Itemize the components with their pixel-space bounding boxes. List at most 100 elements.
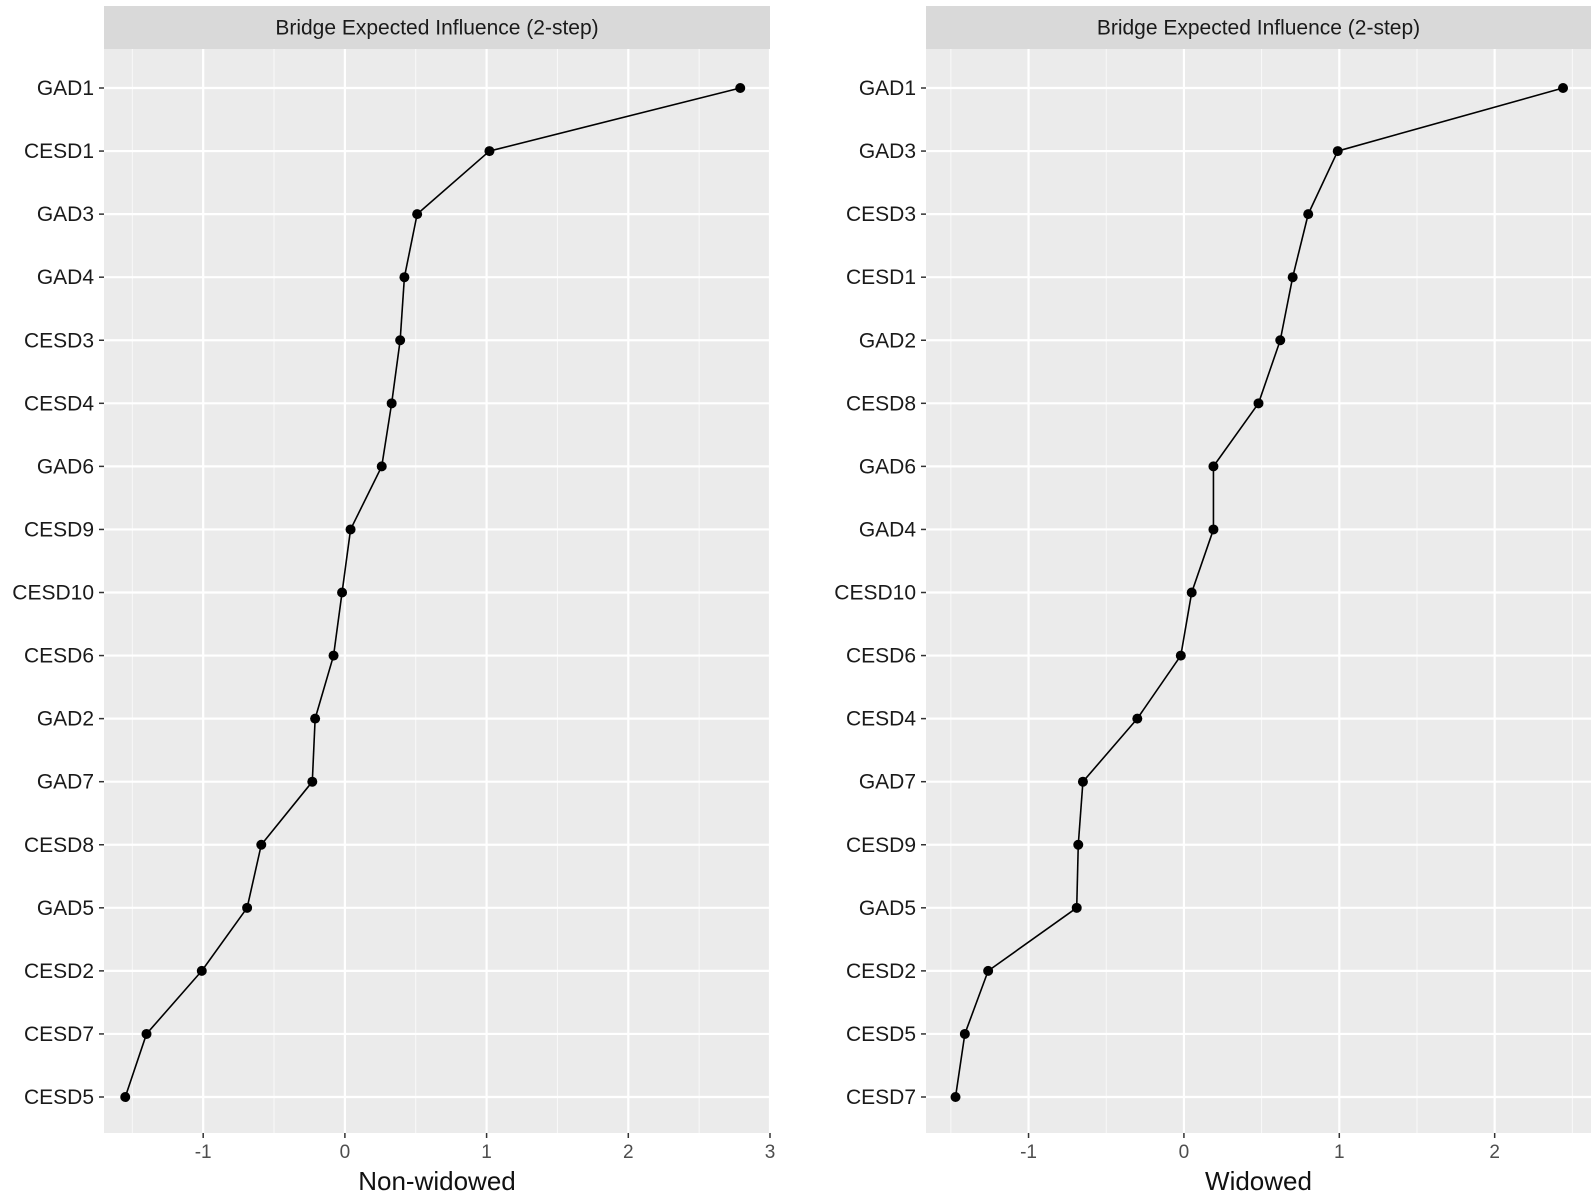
series-segment — [1337, 87, 1564, 152]
y-tick-label: CESD1 — [846, 266, 916, 289]
y-tick-label: GAD3 — [859, 140, 916, 163]
x-tick-label: 1 — [1334, 1142, 1345, 1163]
data-point — [141, 1028, 152, 1039]
series-segment — [403, 213, 418, 278]
series-segment — [124, 1033, 148, 1098]
data-point — [1303, 209, 1314, 220]
panel-title: Bridge Expected Influence (2-step) — [1097, 17, 1420, 40]
x-tick-label: 0 — [340, 1142, 351, 1163]
data-point — [1332, 146, 1343, 157]
y-tick-label: CESD8 — [24, 834, 94, 857]
series-segment — [1077, 781, 1084, 845]
y-axis-ticks: GAD1 CESD1 GAD3 GAD4 CESD3 CESD4 GAD6 CESD9 CESD… — [12, 77, 104, 1109]
series-segment — [1082, 718, 1138, 783]
y-tick-label: CESD4 — [24, 392, 94, 415]
series-segment — [314, 655, 335, 719]
data-point — [484, 146, 495, 157]
y-tick-label: CESD7 — [24, 1023, 94, 1046]
y-tick-label: CESD2 — [846, 960, 916, 983]
y-tick-label: CESD10 — [12, 582, 94, 605]
y-tick-label: CESD4 — [846, 708, 916, 731]
data-point — [950, 1092, 961, 1102]
series-segment — [1291, 213, 1309, 278]
y-axis-ticks: GAD1 GAD3 CESD3 CESD1 GAD2 CESD8 GAD6 GAD4 CESD1… — [834, 77, 926, 1109]
strip-background — [926, 6, 1591, 49]
y-tick-label: GAD6 — [859, 455, 916, 478]
x-tick-label: 0 — [1179, 1142, 1190, 1163]
series-layer — [950, 83, 1569, 1102]
series-segment — [1257, 339, 1282, 404]
x-tick-label: -1 — [1020, 1142, 1037, 1163]
data-point — [1077, 776, 1088, 787]
data-point — [386, 398, 397, 409]
data-point — [983, 965, 994, 976]
series-segment — [380, 403, 393, 467]
y-tick-label: CESD9 — [24, 518, 94, 541]
data-point — [735, 83, 746, 93]
y-tick-label: CESD10 — [834, 582, 916, 605]
y-tick-label: GAD1 — [859, 77, 916, 100]
y-tick-label: CESD6 — [24, 645, 94, 668]
series-layer — [120, 83, 746, 1102]
y-tick-label: CESD2 — [24, 960, 94, 983]
data-point — [1208, 461, 1219, 472]
series-segment — [332, 592, 343, 656]
series-segment — [201, 907, 248, 972]
panel-title: Bridge Expected Influence (2-step) — [275, 17, 598, 40]
data-point — [1253, 398, 1264, 409]
series-segment — [1212, 402, 1260, 467]
data-point — [310, 713, 321, 724]
data-point — [1132, 713, 1143, 724]
series-segment — [145, 970, 203, 1035]
data-point — [412, 209, 423, 220]
series-segment — [349, 466, 383, 530]
series-segment — [311, 718, 316, 782]
data-point — [1071, 902, 1082, 913]
data-point — [1073, 839, 1084, 850]
y-tick-label: GAD5 — [859, 897, 916, 920]
data-point — [1186, 587, 1197, 598]
data-point — [395, 335, 406, 346]
y-tick-label: CESD9 — [846, 834, 916, 857]
y-tick-label: GAD1 — [37, 77, 94, 100]
y-tick-label: CESD1 — [24, 140, 94, 163]
series-segment — [1190, 529, 1215, 593]
series-segment — [399, 277, 406, 341]
data-point — [959, 1028, 970, 1039]
series-segment — [260, 781, 313, 846]
series-segment — [416, 150, 490, 215]
y-tick-label: CESD3 — [24, 329, 94, 352]
data-point — [376, 461, 387, 472]
data-point — [1558, 83, 1569, 93]
y-tick-label: GAD2 — [859, 329, 916, 352]
series-segment — [1075, 844, 1080, 908]
x-axis-ticks: -1 0 1 2 — [1020, 1133, 1500, 1163]
x-tick-label: 2 — [623, 1142, 634, 1163]
data-point — [196, 965, 207, 976]
x-tick-label: 3 — [765, 1142, 776, 1163]
data-point — [345, 524, 356, 535]
y-tick-label: GAD3 — [37, 203, 94, 226]
series-segment — [390, 340, 401, 404]
panel-non-widowed: Bridge Expected Influence (2-step) GAD1 C… — [12, 6, 775, 1196]
data-point — [120, 1092, 131, 1102]
data-point — [256, 839, 267, 850]
series-segment — [246, 844, 263, 908]
y-tick-label: GAD7 — [37, 771, 94, 794]
series-segment — [1279, 277, 1294, 341]
series-segment — [341, 529, 352, 593]
y-tick-label: CESD7 — [846, 1086, 916, 1109]
y-tick-label: CESD5 — [24, 1086, 94, 1109]
data-point — [1275, 335, 1286, 346]
x-tick-label: -1 — [195, 1142, 212, 1163]
series-segment — [1136, 655, 1182, 720]
series-segment — [954, 1033, 966, 1098]
y-tick-label: CESD3 — [846, 203, 916, 226]
y-tick-label: GAD6 — [37, 455, 94, 478]
y-tick-label: GAD4 — [859, 518, 917, 541]
series-segment — [987, 907, 1078, 972]
series-segment — [489, 87, 741, 152]
x-axis-label: Widowed — [1205, 1166, 1312, 1196]
series-segment — [1307, 150, 1339, 215]
